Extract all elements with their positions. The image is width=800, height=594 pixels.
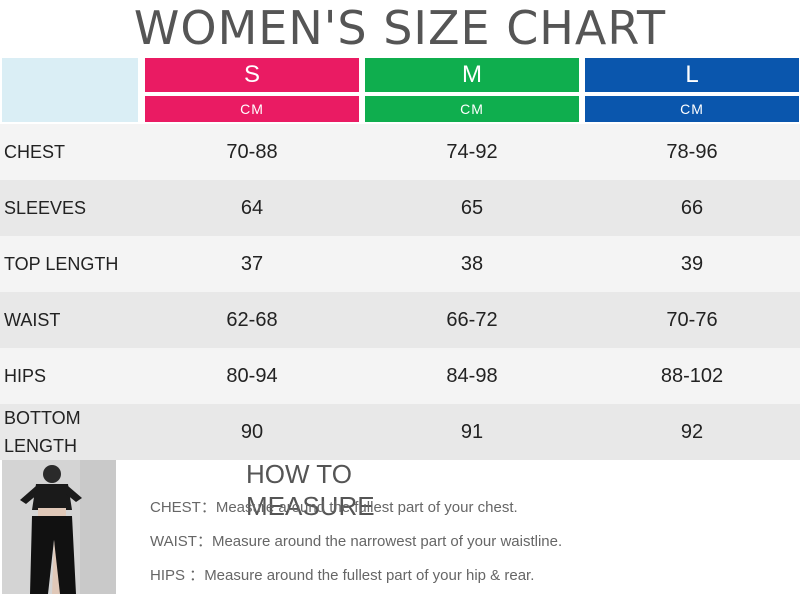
table-cell: 38 bbox=[460, 252, 484, 275]
how-to-measure-title: HOW TO MEASURE bbox=[246, 459, 375, 521]
measure-text: Measure around the narrowest part of you… bbox=[211, 533, 563, 550]
table-cell: 65 bbox=[460, 196, 484, 219]
model-photo bbox=[2, 460, 116, 594]
table-cell: 80-94 bbox=[226, 364, 278, 387]
row-label: SLEEVES bbox=[4, 198, 87, 218]
header-corner bbox=[2, 58, 138, 122]
table-cell: 90 bbox=[240, 420, 264, 443]
measure-item-waist: WAIST：Measure around the narrowest part … bbox=[150, 530, 790, 554]
size-header-m: M bbox=[365, 58, 579, 92]
table-row-bottom-length: BOTTOM LENGTH 90 91 92 bbox=[0, 404, 800, 460]
table-cell: 88-102 bbox=[660, 364, 724, 387]
measure-key: CHEST： bbox=[150, 499, 216, 516]
table-cell: 92 bbox=[680, 420, 704, 443]
measure-item-chest: CHEST：Measure around the fullest part of… bbox=[150, 496, 790, 520]
measure-text: Measure around the fullest part of your … bbox=[204, 567, 535, 584]
table-cell: 84-98 bbox=[446, 364, 498, 387]
measure-key: WAIST： bbox=[150, 533, 212, 550]
size-header-s: S bbox=[145, 58, 359, 92]
table-cell: 91 bbox=[460, 420, 484, 443]
measure-key: HIPS ： bbox=[150, 567, 205, 584]
table-cell: 70-76 bbox=[666, 308, 718, 331]
size-header-l: L bbox=[585, 58, 799, 92]
row-label: CHEST bbox=[4, 142, 66, 162]
measure-text: Measure around the fullest part of your … bbox=[215, 499, 518, 516]
table-cell: 64 bbox=[240, 196, 264, 219]
unit-header-l: CM bbox=[585, 96, 799, 122]
table-row-sleeves: SLEEVES 64 65 66 bbox=[0, 180, 800, 236]
row-label: TOP LENGTH bbox=[4, 254, 119, 274]
table-cell: 70-88 bbox=[226, 140, 278, 163]
page-title: WOMEN'S SIZE CHART bbox=[133, 1, 667, 55]
table-cell: 74-92 bbox=[446, 140, 498, 163]
table-row-hips: HIPS 80-94 84-98 88-102 bbox=[0, 348, 800, 404]
unit-header-s: CM bbox=[145, 96, 359, 122]
table-cell: 66 bbox=[680, 196, 704, 219]
row-label: WAIST bbox=[4, 310, 61, 330]
row-label: HIPS bbox=[4, 366, 47, 386]
table-row-waist: WAIST 62-68 66-72 70-76 bbox=[0, 292, 800, 348]
unit-header-m: CM bbox=[365, 96, 579, 122]
table-row-top-length: TOP LENGTH 37 38 39 bbox=[0, 236, 800, 292]
table-row-chest: CHEST 70-88 74-92 78-96 bbox=[0, 124, 800, 180]
table-cell: 39 bbox=[680, 252, 704, 275]
table-cell: 37 bbox=[240, 252, 264, 275]
table-cell: 62-68 bbox=[226, 308, 278, 331]
table-cell: 66-72 bbox=[446, 308, 498, 331]
measure-item-hips: HIPS ：Measure around the fullest part of… bbox=[150, 564, 790, 588]
model-silhouette-icon bbox=[2, 460, 116, 594]
table-cell: 78-96 bbox=[666, 140, 718, 163]
row-label: BOTTOM LENGTH bbox=[4, 408, 81, 456]
